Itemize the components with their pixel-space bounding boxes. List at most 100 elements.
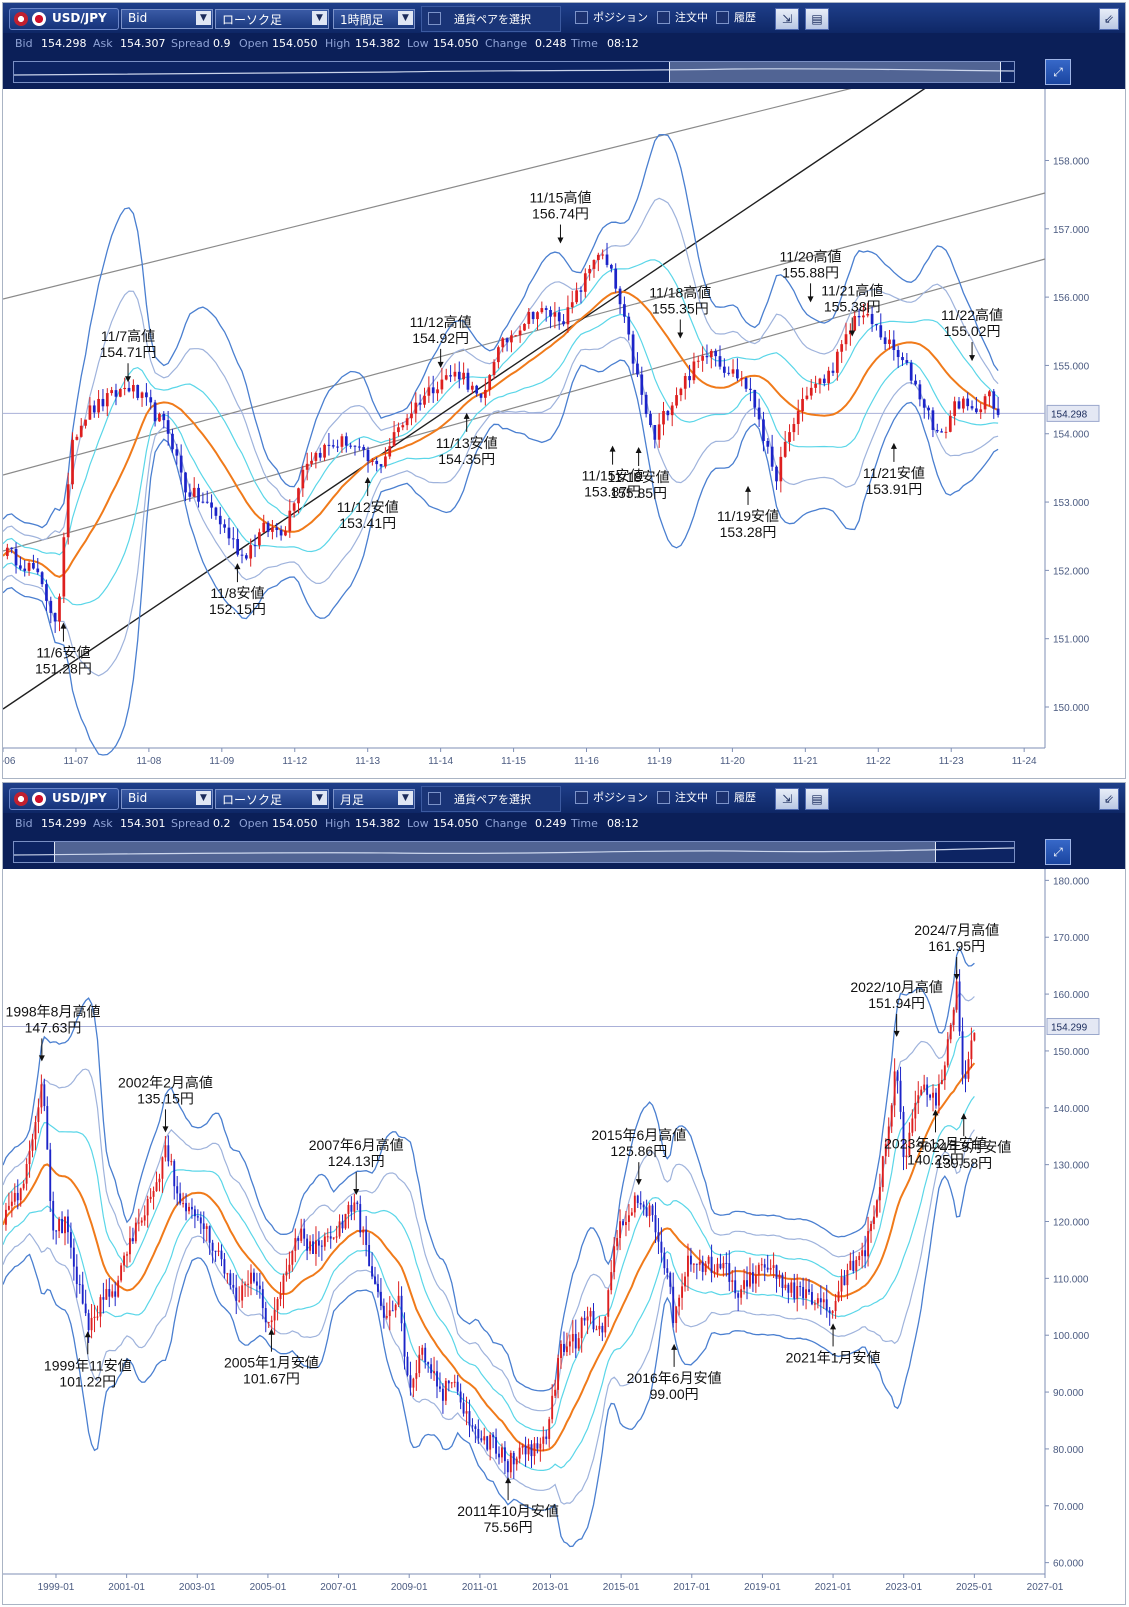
annotation-arrowhead bbox=[807, 296, 814, 303]
order-checkbox[interactable] bbox=[657, 11, 670, 24]
annotation-date-label: 11/22高値 bbox=[941, 307, 1003, 323]
range-slider-window[interactable] bbox=[54, 842, 936, 862]
range-slider[interactable] bbox=[13, 61, 1015, 83]
low-value: 154.050 bbox=[433, 817, 479, 830]
bearish-candle bbox=[102, 1297, 105, 1300]
history-checkbox[interactable] bbox=[716, 791, 729, 804]
y-tick-label: 100.000 bbox=[1053, 1331, 1090, 1342]
bearish-candle bbox=[474, 1426, 477, 1429]
window-icon[interactable]: ▤ bbox=[805, 8, 829, 30]
bullish-candle bbox=[816, 1298, 819, 1304]
bearish-candle bbox=[235, 1287, 238, 1301]
window-icon[interactable]: ▤ bbox=[805, 788, 829, 810]
timeframe-value: 1時間足 bbox=[340, 13, 384, 27]
position-checkbox[interactable] bbox=[575, 791, 588, 804]
bearish-candle bbox=[627, 316, 631, 335]
bullish-candle bbox=[326, 1236, 329, 1238]
annotation-date-label: 2022/10月高値 bbox=[850, 979, 943, 995]
bearish-candle bbox=[970, 406, 974, 409]
currency-pair-button[interactable]: USD/JPY bbox=[9, 8, 119, 30]
history-checkbox[interactable] bbox=[716, 11, 729, 24]
bearish-candle bbox=[418, 402, 422, 405]
annotation-date-label: 2011年10月安値 bbox=[457, 1503, 559, 1519]
collapse-icon[interactable]: ⇙ bbox=[1099, 788, 1119, 810]
chevron-down-icon: ▼ bbox=[196, 11, 211, 25]
zoom-fit-icon[interactable]: ⤢ bbox=[1045, 59, 1071, 85]
bearish-candle bbox=[53, 612, 57, 622]
bullish-candle bbox=[619, 1221, 622, 1239]
position-checkbox[interactable] bbox=[575, 11, 588, 24]
bullish-candle bbox=[450, 1382, 453, 1384]
select-pair-box[interactable]: 通貨ペアを選択 bbox=[421, 786, 561, 812]
bullish-candle bbox=[754, 1274, 757, 1284]
bullish-candle bbox=[310, 460, 313, 464]
range-slider[interactable] bbox=[13, 841, 1015, 863]
bearish-candle bbox=[927, 407, 930, 411]
bullish-candle bbox=[90, 1317, 93, 1331]
bollinger-upper-1sd bbox=[3, 1029, 975, 1432]
select-pair-checkbox[interactable] bbox=[428, 792, 441, 805]
order-checkbox[interactable] bbox=[657, 791, 670, 804]
bearish-candle bbox=[81, 1284, 84, 1304]
chart-style-select[interactable]: ローソク足 ▼ bbox=[215, 9, 329, 29]
chart-style-select[interactable]: ローソク足 ▼ bbox=[215, 789, 329, 809]
bullish-candle bbox=[489, 1434, 492, 1450]
bullish-candle bbox=[988, 391, 991, 397]
y-tick-label: 156.000 bbox=[1053, 293, 1090, 304]
bullish-candle bbox=[560, 1343, 562, 1359]
timeframe-select[interactable]: 月足 ▼ bbox=[333, 789, 415, 809]
bullish-candle bbox=[834, 1300, 837, 1311]
bullish-candle bbox=[294, 1238, 297, 1251]
bullish-candle bbox=[314, 452, 318, 461]
bullish-candle bbox=[371, 460, 374, 462]
bullish-candle bbox=[205, 1226, 208, 1229]
bullish-candle bbox=[704, 1263, 707, 1272]
select-pair-box[interactable]: 通貨ペアを選択 bbox=[421, 6, 561, 32]
bearish-candle bbox=[879, 325, 883, 338]
range-slider-window[interactable] bbox=[669, 62, 1001, 82]
bearish-candle bbox=[349, 445, 352, 447]
price-type-select[interactable]: Bid ▼ bbox=[121, 789, 213, 809]
bearish-candle bbox=[462, 1402, 465, 1414]
bearish-candle bbox=[644, 394, 648, 414]
x-tick-label: 11-15 bbox=[501, 756, 526, 767]
bearish-candle bbox=[802, 1286, 805, 1299]
bullish-candle bbox=[444, 375, 448, 380]
bearish-candle bbox=[466, 372, 470, 390]
bullish-candle bbox=[241, 1285, 244, 1301]
annotation-date-label: 1998年8月高値 bbox=[6, 1003, 101, 1019]
collapse-icon[interactable]: ⇙ bbox=[1099, 8, 1119, 30]
annotation-date-label: 2024年9月安値 bbox=[916, 1139, 1011, 1155]
bearish-candle bbox=[562, 321, 565, 325]
annotation-price-label: 153.91円 bbox=[865, 481, 922, 497]
price-type-select[interactable]: Bid ▼ bbox=[121, 9, 213, 29]
bearish-candle bbox=[996, 408, 1000, 415]
chart-settings-icon[interactable]: ⇲ bbox=[775, 8, 799, 30]
chart-settings-icon[interactable]: ⇲ bbox=[775, 788, 799, 810]
annotation-date-label: 11/19安値 bbox=[717, 508, 779, 524]
bearish-candle bbox=[255, 1281, 258, 1286]
bullish-candle bbox=[979, 409, 983, 413]
y-tick-label: 180.000 bbox=[1053, 876, 1090, 887]
bearish-candle bbox=[503, 1447, 506, 1462]
bullish-candle bbox=[262, 522, 266, 533]
bullish-candle bbox=[521, 1445, 524, 1448]
bearish-candle bbox=[236, 539, 240, 555]
currency-pair-label: USD/JPY bbox=[52, 11, 107, 25]
current-price-label: 154.298 bbox=[1051, 409, 1088, 420]
bullish-candle bbox=[75, 436, 79, 440]
bearish-candle bbox=[167, 1145, 170, 1162]
bullish-candle bbox=[332, 1237, 335, 1239]
currency-pair-button[interactable]: USD/JPY bbox=[9, 788, 119, 810]
bullish-candle bbox=[110, 390, 113, 394]
x-tick-label: 2001-01 bbox=[108, 1582, 145, 1593]
y-tick-label: 70.000 bbox=[1053, 1502, 1084, 1513]
annotation-arrowhead bbox=[960, 1113, 967, 1120]
annotation-date-label: 11/21安値 bbox=[863, 465, 925, 481]
timeframe-select[interactable]: 1時間足 ▼ bbox=[333, 9, 415, 29]
bullish-candle bbox=[870, 1223, 872, 1232]
bullish-candle bbox=[405, 418, 409, 426]
zoom-fit-icon[interactable]: ⤢ bbox=[1045, 839, 1071, 865]
bullish-candle bbox=[592, 260, 596, 269]
select-pair-checkbox[interactable] bbox=[428, 12, 441, 25]
